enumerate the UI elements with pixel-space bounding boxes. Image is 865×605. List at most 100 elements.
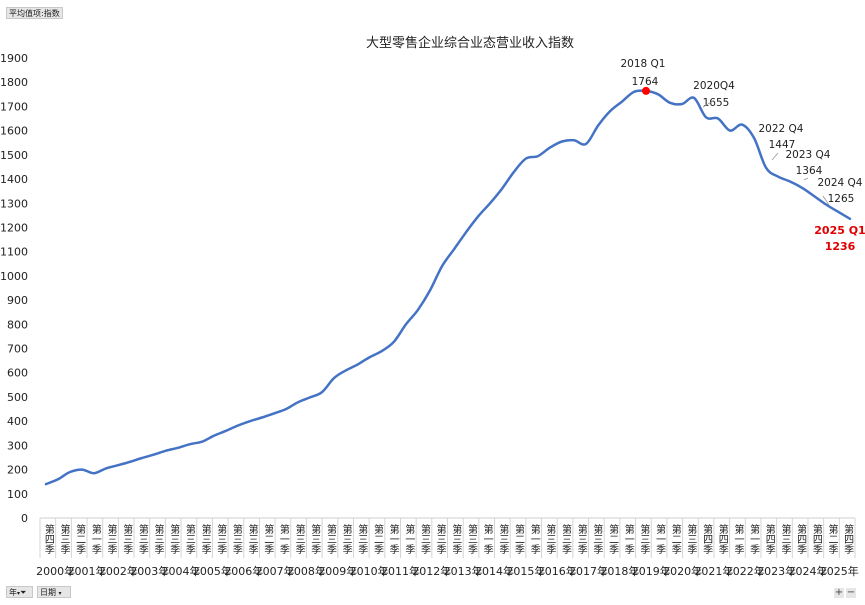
x-year-label: 2001年 <box>68 564 107 578</box>
y-tick-label: 1400 <box>0 173 28 186</box>
x-quarter-label: 第四季 <box>795 523 807 555</box>
x-year-label: 2017年 <box>569 564 608 578</box>
filter-icon: ⏷ <box>20 588 27 597</box>
x-year-label: 2023年 <box>757 564 796 578</box>
x-quarter-label: 第四季 <box>842 523 854 555</box>
x-quarter-label: 第三季 <box>340 523 352 555</box>
x-year-label: 2018年 <box>600 564 639 578</box>
x-quarter-label: 第二季 <box>826 523 838 555</box>
pivot-row-field-date[interactable]: 日期 ▾ <box>37 586 71 598</box>
x-quarter-label: 第一季 <box>528 523 540 555</box>
x-quarter-label: 第二季 <box>262 523 274 555</box>
y-tick-label: 500 <box>7 391 28 404</box>
x-quarter-label: 第四季 <box>763 523 775 555</box>
chevron-down-icon: ▾ <box>17 590 21 597</box>
x-year-label: 2009年 <box>318 564 357 578</box>
x-quarter-label: 第三季 <box>152 523 164 555</box>
x-year-label: 2024年 <box>788 564 827 578</box>
x-quarter-label: 第一季 <box>622 523 634 555</box>
y-tick-label: 1300 <box>0 197 28 210</box>
x-quarter-label: 第三季 <box>136 523 148 555</box>
zoom-in-button[interactable]: + <box>834 587 844 598</box>
y-tick-label: 100 <box>7 488 28 501</box>
x-quarter-label: 第二季 <box>607 523 619 555</box>
x-quarter-label: 第三季 <box>638 523 650 555</box>
x-quarter-label: 第四季 <box>42 523 54 555</box>
y-tick-label: 1100 <box>0 246 28 259</box>
annotation-value: 1655 <box>703 97 730 109</box>
x-quarter-label: 第四季 <box>701 523 713 555</box>
y-tick-label: 400 <box>7 415 28 428</box>
y-tick-label: 1000 <box>0 270 28 283</box>
chevron-down-icon: ▾ <box>58 590 62 597</box>
zoom-out-button[interactable]: − <box>846 587 856 598</box>
pivot-value-field-button[interactable]: 平均值项:指数 <box>6 7 63 19</box>
x-quarter-label: 第三季 <box>575 523 587 555</box>
x-quarter-label: 第三季 <box>105 523 117 555</box>
y-tick-label: 700 <box>7 343 28 356</box>
x-quarter-label: 第三季 <box>58 523 70 555</box>
annotation-leader <box>771 152 779 161</box>
x-year-label: 2021年 <box>694 564 733 578</box>
annotation-value: 1447 <box>769 139 796 151</box>
x-quarter-label: 第三季 <box>418 523 430 555</box>
annotation-value: 1265 <box>828 193 855 205</box>
x-quarter-label: 第三季 <box>324 523 336 555</box>
x-year-label: 2004年 <box>162 564 201 578</box>
x-year-label: 2003年 <box>130 564 169 578</box>
y-tick-label: 1200 <box>0 221 28 234</box>
annotation-value: 1364 <box>796 165 823 177</box>
x-year-label: 2019年 <box>632 564 671 578</box>
pivot-row-field-year[interactable]: 年▾⏷ <box>6 586 33 598</box>
x-year-label: 2020年 <box>663 564 702 578</box>
x-quarter-label: 第二季 <box>371 523 383 555</box>
x-quarter-label: 第一季 <box>654 523 666 555</box>
x-quarter-label: 第一季 <box>732 523 744 555</box>
x-year-label: 2016年 <box>538 564 577 578</box>
x-quarter-label: 第三季 <box>779 523 791 555</box>
y-tick-label: 600 <box>7 367 28 380</box>
x-year-label: 2008年 <box>287 564 326 578</box>
x-quarter-label: 第三季 <box>685 523 697 555</box>
y-tick-label: 900 <box>7 294 28 307</box>
y-tick-label: 1800 <box>0 76 28 89</box>
x-quarter-label: 第三季 <box>450 523 462 555</box>
annotation-leader <box>803 177 809 181</box>
x-year-label: 2025年 <box>820 564 859 578</box>
x-quarter-label: 第一季 <box>387 523 399 555</box>
x-quarter-label: 第三季 <box>246 523 258 555</box>
x-quarter-label: 第二季 <box>513 523 525 555</box>
annotation-label: 2025 Q1 <box>814 224 865 237</box>
x-quarter-label: 第三季 <box>591 523 603 555</box>
x-year-label: 2002年 <box>99 564 138 578</box>
x-quarter-label: 第四季 <box>716 523 728 555</box>
x-quarter-label: 第三季 <box>230 523 242 555</box>
x-quarter-label: 第一季 <box>277 523 289 555</box>
x-quarter-label: 第三季 <box>199 523 211 555</box>
x-quarter-label: 第一季 <box>748 523 760 555</box>
y-tick-label: 200 <box>7 464 28 477</box>
y-tick-label: 0 <box>21 512 28 525</box>
x-year-label: 2014年 <box>475 564 514 578</box>
x-quarter-label: 第一季 <box>89 523 101 555</box>
annotation-label: 2024 Q4 <box>817 177 862 189</box>
x-quarter-label: 第二季 <box>669 523 681 555</box>
annotation-label: 2022 Q4 <box>758 123 803 135</box>
x-quarter-label: 第一季 <box>481 523 493 555</box>
series-line <box>44 89 852 486</box>
x-axis: 第四季 第三季 第二季 第一季 第三季 第三季 第三季 第三季 第三季 第三季 第三季 第三季 第三季第… <box>36 517 859 578</box>
x-year-label: 2000年 <box>36 564 75 578</box>
x-year-label: 2012年 <box>412 564 451 578</box>
x-year-label: 2013年 <box>444 564 483 578</box>
x-quarter-label: 第三季 <box>560 523 572 555</box>
x-quarter-label: 第一季 <box>403 523 415 555</box>
x-year-label: 2011年 <box>381 564 420 578</box>
x-quarter-label: 第三季 <box>168 523 180 555</box>
x-quarter-label: 第四季 <box>810 523 822 555</box>
row-field-year-label: 年 <box>9 588 17 597</box>
annotation-label: 2020Q4 <box>693 80 735 92</box>
annotation-value: 1764 <box>632 76 659 88</box>
annotation-leader <box>702 100 714 108</box>
y-tick-label: 300 <box>7 439 28 452</box>
y-tick-label: 1900 <box>0 52 28 65</box>
